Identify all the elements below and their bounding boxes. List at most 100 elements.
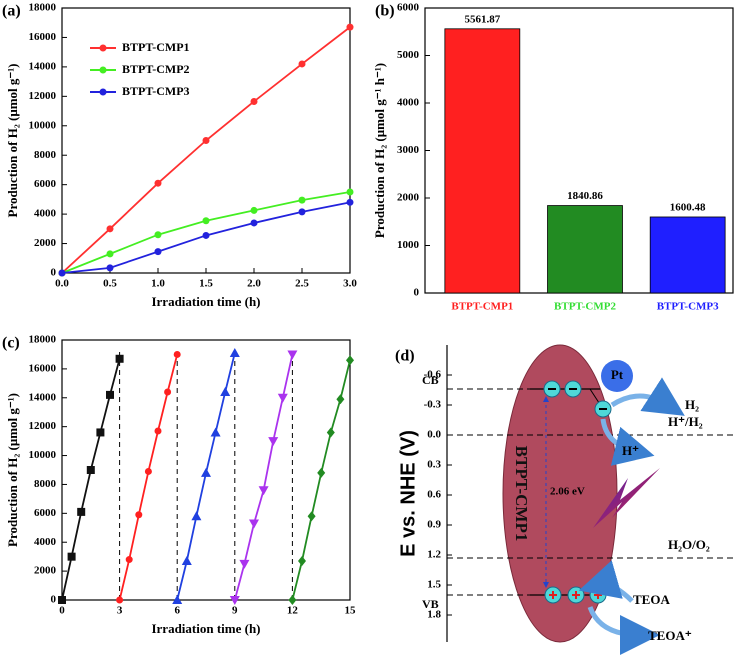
- reaction-arrow: [587, 606, 660, 655]
- x-axis-label: Irradiation time (h): [151, 294, 260, 309]
- y-tick-label: 0: [51, 594, 57, 606]
- panel-label: (b): [375, 3, 395, 20]
- marker: [346, 188, 354, 196]
- marker: [202, 231, 210, 239]
- y-tick-label: 16000: [29, 362, 57, 374]
- marker: [164, 388, 172, 396]
- x-tick-label: 2.5: [295, 278, 309, 290]
- marker: [154, 427, 162, 435]
- x-tick-label: BTPT-CMP3: [657, 301, 719, 313]
- marker: [202, 137, 210, 144]
- y-tick-label: 8000: [34, 478, 57, 490]
- marker: [298, 556, 306, 566]
- y-tick-label: 5000: [397, 49, 420, 61]
- marker: [99, 88, 107, 96]
- y-tick-label: 0.3: [427, 459, 441, 471]
- x-tick-label: 3.0: [343, 278, 357, 290]
- marker: [239, 559, 250, 569]
- marker: [181, 556, 192, 565]
- reaction-arrow: [578, 560, 634, 603]
- marker: [115, 354, 124, 363]
- y-tick-label: 12000: [29, 90, 57, 102]
- y-axis-label: Production of H₂ (μmol g⁻¹): [5, 64, 20, 218]
- marker: [173, 350, 181, 358]
- x-tick-label: BTPT-CMP2: [554, 301, 616, 313]
- marker: [116, 596, 124, 604]
- reaction-arrow: [610, 377, 685, 416]
- y-tick-label: 0: [51, 267, 57, 279]
- y-tick-label: 8000: [34, 149, 57, 161]
- x-tick-label: 0.5: [103, 278, 117, 290]
- marker: [346, 23, 354, 31]
- marker: [268, 437, 279, 447]
- y-tick-label: 2000: [397, 192, 420, 204]
- marker: [67, 552, 76, 561]
- y-tick-label: 14000: [29, 60, 57, 72]
- y-tick-label: 18000: [29, 334, 57, 346]
- marker: [96, 428, 105, 437]
- x-tick-label: 15: [345, 605, 357, 617]
- marker: [172, 595, 183, 604]
- y-tick-label: 12000: [29, 420, 57, 432]
- y-tick-label: 6000: [34, 178, 57, 190]
- y-tick-label: 1.5: [427, 579, 441, 591]
- marker: [86, 466, 95, 474]
- y-tick-label: 10000: [29, 119, 57, 131]
- marker: [298, 196, 306, 204]
- y-tick-label: 2000: [34, 237, 57, 249]
- bar: [444, 28, 521, 294]
- y-tick-label: 4000: [397, 97, 420, 109]
- x-tick-label: 0.0: [55, 278, 69, 290]
- marker: [154, 231, 162, 239]
- band-label: CB: [422, 373, 439, 387]
- marker: [99, 44, 107, 52]
- annotation: H⁺: [622, 443, 639, 458]
- marker: [250, 97, 258, 105]
- value-label: 1840.86: [567, 190, 603, 202]
- marker: [250, 206, 258, 214]
- value-label: 1600.48: [670, 202, 706, 214]
- y-tick-label: 0.6: [427, 489, 441, 501]
- marker: [220, 387, 231, 396]
- marker: [125, 556, 133, 564]
- y-tick-label: 0.9: [427, 519, 441, 531]
- y-tick-label: 1.2: [427, 549, 441, 561]
- redox-label: H⁺/H₂: [668, 414, 703, 429]
- x-tick-label: 3: [117, 605, 123, 617]
- marker: [58, 596, 66, 604]
- marker: [58, 269, 66, 277]
- marker: [288, 595, 297, 605]
- marker: [346, 355, 354, 366]
- x-tick-label: 12: [287, 605, 299, 617]
- marker: [154, 248, 162, 256]
- annotation: TEOA⁺: [648, 628, 692, 643]
- panel-label: (d): [395, 348, 415, 365]
- marker: [210, 427, 221, 437]
- marker: [144, 467, 152, 475]
- x-tick-label: 9: [232, 605, 238, 617]
- band-label: VB: [422, 597, 439, 611]
- marker: [326, 427, 335, 438]
- marker: [106, 390, 114, 399]
- y-tick-label: -0.6: [424, 369, 442, 381]
- marker: [298, 60, 306, 68]
- light-bolt: [593, 468, 660, 528]
- marker: [106, 250, 114, 258]
- marker: [77, 507, 86, 516]
- bar: [649, 216, 726, 294]
- legend-label: BTPT-CMP3: [122, 84, 190, 98]
- y-tick-label: 4000: [34, 536, 57, 548]
- pt-particle: [601, 360, 633, 392]
- panel-label: (c): [2, 335, 20, 352]
- annotation: H₂: [685, 397, 699, 412]
- marker: [135, 511, 143, 519]
- annotation: TEOA: [633, 592, 670, 607]
- marker: [298, 208, 306, 216]
- y-tick-label: 0: [414, 287, 420, 299]
- y-tick-label: 4000: [34, 208, 57, 220]
- marker: [287, 350, 298, 360]
- marker: [229, 596, 240, 605]
- x-tick-label: 1.5: [199, 278, 213, 290]
- y-tick-label: 2000: [34, 565, 57, 577]
